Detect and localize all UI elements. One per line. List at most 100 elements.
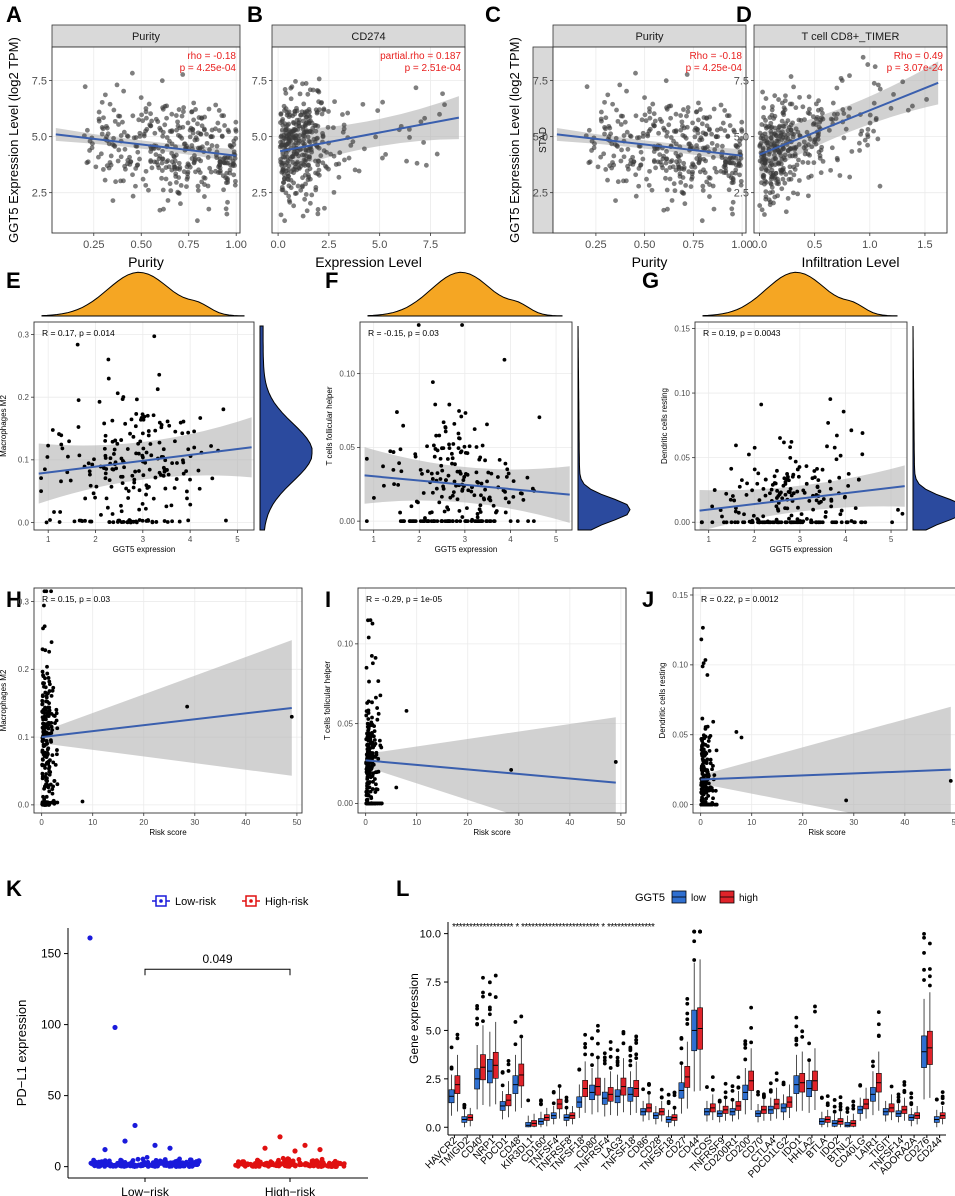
y-tick-label: 2.5 bbox=[533, 188, 548, 200]
data-point bbox=[830, 117, 836, 123]
data-point bbox=[148, 123, 153, 129]
y-tick-label: 2.5 bbox=[252, 188, 267, 200]
data-point bbox=[724, 113, 730, 119]
data-point bbox=[231, 172, 237, 178]
data-point bbox=[781, 124, 787, 129]
data-point bbox=[312, 123, 318, 129]
data-point bbox=[710, 520, 715, 525]
data-point bbox=[303, 148, 309, 153]
data-point bbox=[486, 470, 491, 475]
data-point bbox=[774, 138, 780, 144]
data-point bbox=[712, 773, 717, 778]
data-point bbox=[771, 520, 776, 525]
data-point-outlier bbox=[87, 935, 93, 941]
data-point bbox=[530, 486, 535, 491]
data-point bbox=[365, 791, 370, 796]
box-outlier bbox=[871, 1059, 875, 1064]
data-point bbox=[153, 1157, 159, 1163]
data-point bbox=[40, 698, 45, 703]
y-tick-label: 100 bbox=[41, 1018, 61, 1032]
data-point bbox=[102, 446, 107, 451]
data-point bbox=[138, 95, 144, 100]
data-point bbox=[664, 187, 670, 193]
data-point bbox=[368, 789, 373, 794]
data-point bbox=[391, 450, 396, 454]
data-point bbox=[505, 467, 510, 472]
data-point bbox=[407, 135, 412, 140]
data-point bbox=[318, 153, 324, 159]
data-point bbox=[365, 777, 370, 781]
data-point bbox=[714, 127, 720, 133]
data-point bbox=[67, 439, 71, 444]
data-point bbox=[318, 100, 324, 106]
data-point bbox=[450, 519, 455, 524]
data-point bbox=[149, 165, 155, 171]
data-point bbox=[45, 455, 50, 459]
data-point bbox=[711, 106, 717, 112]
x-tick-label: 1.00 bbox=[731, 239, 752, 251]
data-point bbox=[377, 738, 382, 743]
data-point bbox=[286, 193, 292, 199]
box-outlier bbox=[679, 1046, 684, 1051]
data-point bbox=[476, 480, 480, 485]
data-point bbox=[685, 109, 691, 115]
data-point bbox=[320, 134, 326, 140]
data-point bbox=[40, 694, 45, 699]
data-point bbox=[640, 156, 646, 162]
data-point bbox=[670, 164, 676, 170]
data-point bbox=[170, 461, 175, 466]
data-point bbox=[775, 488, 780, 493]
strip-label: Purity bbox=[635, 31, 664, 43]
strip-label: T cell CD8+_TIMER bbox=[802, 31, 900, 43]
data-point bbox=[767, 115, 773, 120]
data-point bbox=[194, 1159, 199, 1164]
data-point bbox=[294, 161, 300, 166]
y-tick-label: 7.5 bbox=[533, 75, 548, 87]
data-point bbox=[366, 717, 371, 721]
x-axis-label: GGT5 expression bbox=[113, 545, 176, 554]
data-point bbox=[106, 357, 111, 362]
data-point bbox=[767, 190, 773, 196]
data-point-outlier bbox=[394, 785, 399, 790]
x-tick-label: 10 bbox=[88, 818, 97, 827]
y-tick-label: 7.5 bbox=[734, 75, 749, 87]
data-point bbox=[372, 496, 376, 500]
data-point bbox=[863, 520, 868, 525]
data-point bbox=[698, 135, 704, 141]
data-point bbox=[608, 131, 614, 137]
data-point bbox=[839, 78, 845, 83]
data-point bbox=[367, 755, 371, 760]
data-point bbox=[668, 115, 674, 121]
data-point bbox=[404, 158, 409, 164]
data-point bbox=[187, 1157, 193, 1163]
data-point bbox=[701, 661, 706, 666]
data-point bbox=[700, 783, 705, 787]
data-point bbox=[796, 505, 800, 510]
data-point bbox=[291, 127, 297, 132]
data-point bbox=[834, 520, 838, 525]
correlation-annotation: R = -0.29, p = 1e-05 bbox=[366, 594, 442, 604]
box-outlier bbox=[749, 1040, 754, 1045]
y-tick-label: 150 bbox=[41, 947, 61, 961]
data-point bbox=[149, 118, 155, 124]
data-point bbox=[628, 134, 634, 139]
data-point bbox=[90, 462, 95, 467]
data-point bbox=[315, 135, 320, 141]
data-point bbox=[875, 136, 881, 142]
data-point bbox=[366, 801, 371, 806]
data-point bbox=[297, 91, 303, 97]
data-point bbox=[49, 693, 54, 698]
data-point bbox=[684, 124, 690, 130]
y-axis-label: Dendritic cells resting bbox=[658, 662, 667, 738]
data-point bbox=[460, 515, 465, 519]
data-point bbox=[733, 509, 738, 514]
data-point bbox=[628, 161, 633, 167]
data-point bbox=[846, 471, 851, 476]
legend-label: high bbox=[739, 893, 758, 904]
box-outlier bbox=[679, 1061, 684, 1066]
data-point bbox=[437, 433, 442, 438]
y-tick-label: 0.3 bbox=[18, 330, 30, 339]
data-point bbox=[766, 158, 772, 164]
data-point bbox=[209, 127, 215, 133]
data-point bbox=[308, 147, 314, 153]
